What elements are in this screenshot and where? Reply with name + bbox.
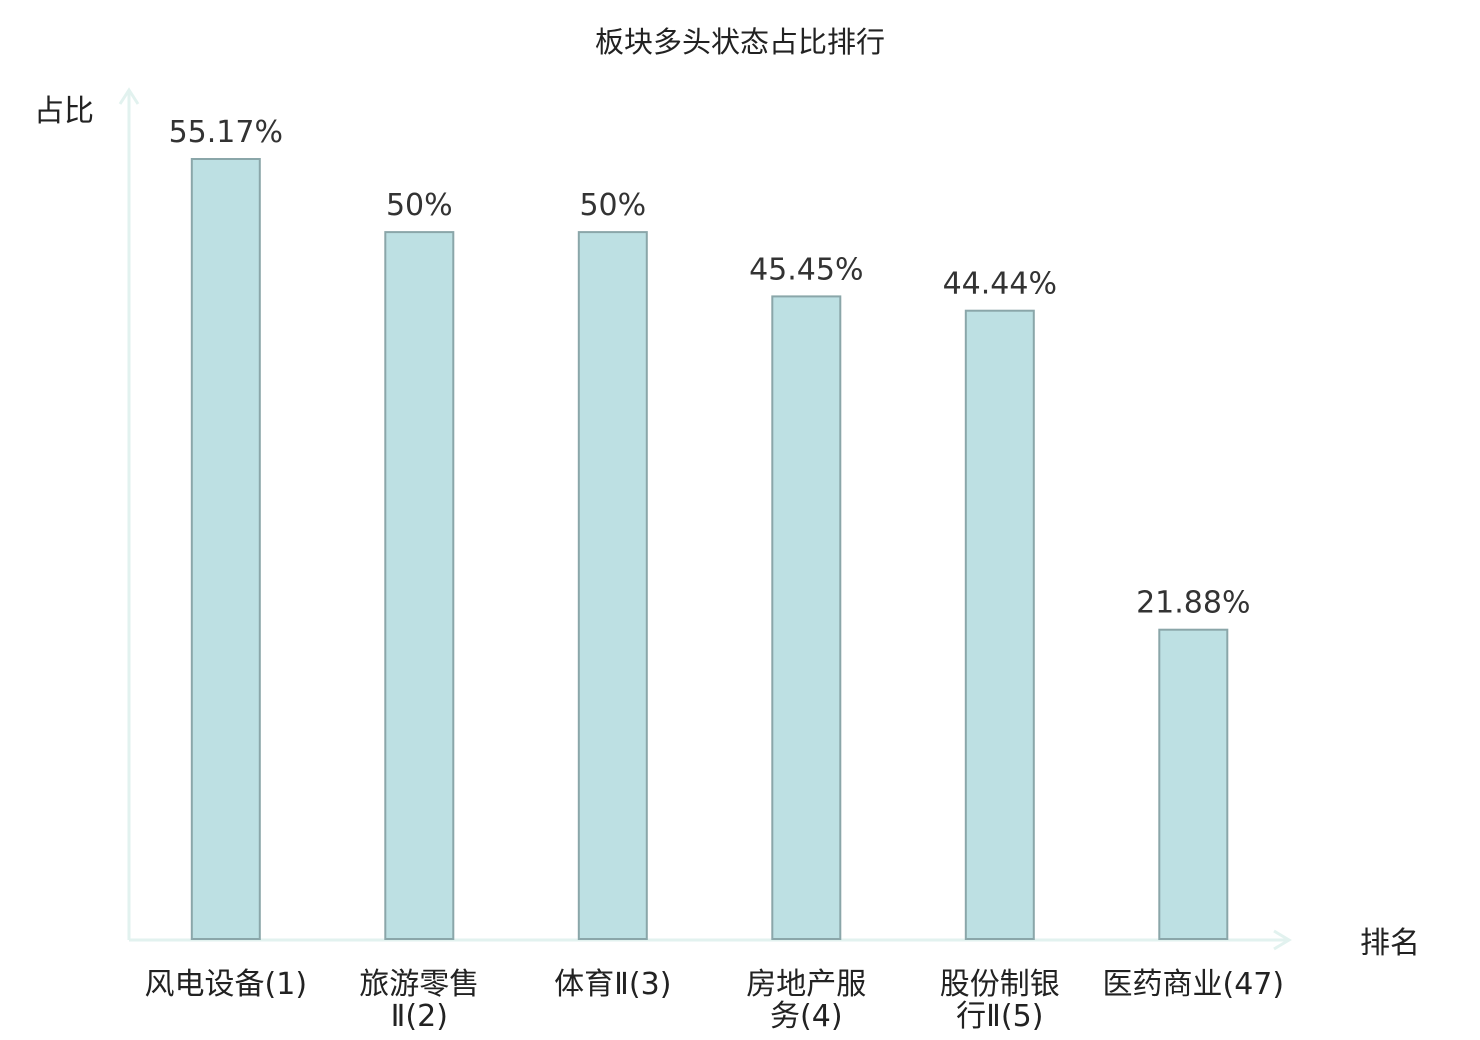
axes bbox=[118, 87, 1292, 951]
bars-group bbox=[190, 158, 1229, 941]
bar bbox=[1158, 628, 1229, 940]
category-label: 风电设备(1) bbox=[145, 967, 308, 1002]
y-axis-label: 占比 bbox=[34, 94, 94, 129]
value-label: 55.17% bbox=[169, 115, 283, 150]
category-label: Ⅱ(2) bbox=[391, 999, 448, 1034]
category-label: 务(4) bbox=[770, 999, 843, 1034]
value-label: 50% bbox=[579, 188, 646, 223]
value-label: 21.88% bbox=[1136, 586, 1250, 621]
category-label: 旅游零售 bbox=[359, 967, 479, 1002]
value-label: 50% bbox=[386, 188, 453, 223]
category-label: 行Ⅱ(5) bbox=[956, 999, 1043, 1034]
y-axis-arrow bbox=[118, 87, 140, 105]
value-label: 45.45% bbox=[749, 252, 863, 287]
x-axis-label: 排名 bbox=[1360, 926, 1420, 961]
bar bbox=[190, 158, 261, 940]
category-label: 房地产服 bbox=[746, 967, 866, 1002]
chart-title: 板块多头状态占比排行 bbox=[595, 25, 885, 59]
value-labels-group: 55.17% 50% 50% 45.45% 44.44% 21.88% bbox=[169, 115, 1251, 621]
bar bbox=[771, 295, 842, 940]
bar bbox=[964, 309, 1035, 940]
category-label: 体育Ⅱ(3) bbox=[554, 967, 671, 1002]
bar bbox=[384, 231, 455, 941]
category-label: 医药商业(47) bbox=[1103, 967, 1285, 1002]
value-label: 44.44% bbox=[943, 267, 1057, 302]
category-label: 股份制银 bbox=[940, 967, 1060, 1002]
x-axis-arrow bbox=[1273, 929, 1292, 951]
bar bbox=[577, 231, 648, 941]
